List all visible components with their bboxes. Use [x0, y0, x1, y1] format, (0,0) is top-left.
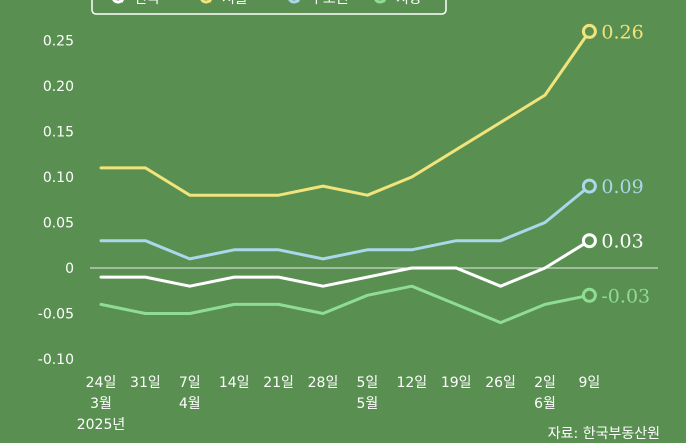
y-tick-label: 0 — [65, 261, 74, 277]
legend-marker — [200, 0, 212, 4]
series-end-marker — [581, 23, 597, 39]
series-line-서울 — [99, 29, 591, 197]
y-tick-label: 0.30 — [43, 0, 74, 4]
x-tick-label: 9일 — [579, 375, 601, 391]
series-end-label: -0.03 — [601, 285, 650, 307]
legend-swatch — [119, 0, 125, 3]
legend-swatch — [295, 0, 301, 3]
x-tick-sublabel: 6월 — [534, 396, 556, 412]
legend-label: 전국 — [134, 0, 160, 7]
series-line-전국 — [99, 239, 591, 288]
x-tick-label: 28일 — [308, 375, 339, 391]
x-tick-label: 7일 — [179, 375, 201, 391]
x-tick-label: 12일 — [396, 375, 427, 391]
y-tick-label: 0.10 — [43, 170, 74, 186]
x-tick-sublabel: 5월 — [357, 396, 379, 412]
series-end-label: 0.26 — [601, 21, 643, 43]
series-end-label: 0.09 — [601, 176, 643, 198]
x-tick-label: 31일 — [130, 375, 161, 391]
series-line-수도권 — [99, 184, 591, 261]
series-end-marker — [581, 287, 597, 303]
source-note: 자료: 한국부동산원 — [547, 426, 660, 442]
x-tick-label: 2일 — [534, 375, 556, 391]
x-tick-label: 14일 — [219, 375, 250, 391]
y-tick-label: -0.05 — [38, 307, 74, 323]
x-tick-sublabel-year: 2025년 — [77, 417, 126, 433]
legend-label: 수도권 — [310, 0, 349, 7]
legend-swatch — [381, 0, 387, 3]
x-tick-label: 5일 — [357, 375, 379, 391]
legend-swatch — [207, 0, 213, 3]
series-end-label: 0.03 — [601, 231, 643, 253]
y-tick-label: 0.05 — [43, 216, 74, 232]
legend-box — [91, 0, 447, 15]
series-end-marker — [581, 178, 597, 194]
y-tick-label: 0.20 — [43, 79, 74, 95]
x-tick-label: 24일 — [86, 375, 117, 391]
x-tick-label: 21일 — [263, 375, 294, 391]
legend-label: 지방 — [396, 0, 422, 7]
legend-label: 서울 — [222, 0, 248, 7]
legend-marker — [288, 0, 300, 4]
legend-marker — [374, 0, 386, 4]
x-tick-sublabel: 4월 — [179, 396, 201, 412]
legend-marker — [112, 0, 124, 4]
y-tick-label: 0.15 — [43, 125, 74, 141]
y-tick-label: -0.10 — [38, 352, 74, 368]
x-tick-label: 19일 — [441, 375, 472, 391]
y-tick-label: 0.25 — [43, 34, 74, 50]
x-tick-label: 26일 — [485, 375, 516, 391]
series-line-지방 — [99, 284, 591, 325]
x-tick-sublabel: 3월 — [90, 396, 112, 412]
series-end-marker — [581, 233, 597, 249]
